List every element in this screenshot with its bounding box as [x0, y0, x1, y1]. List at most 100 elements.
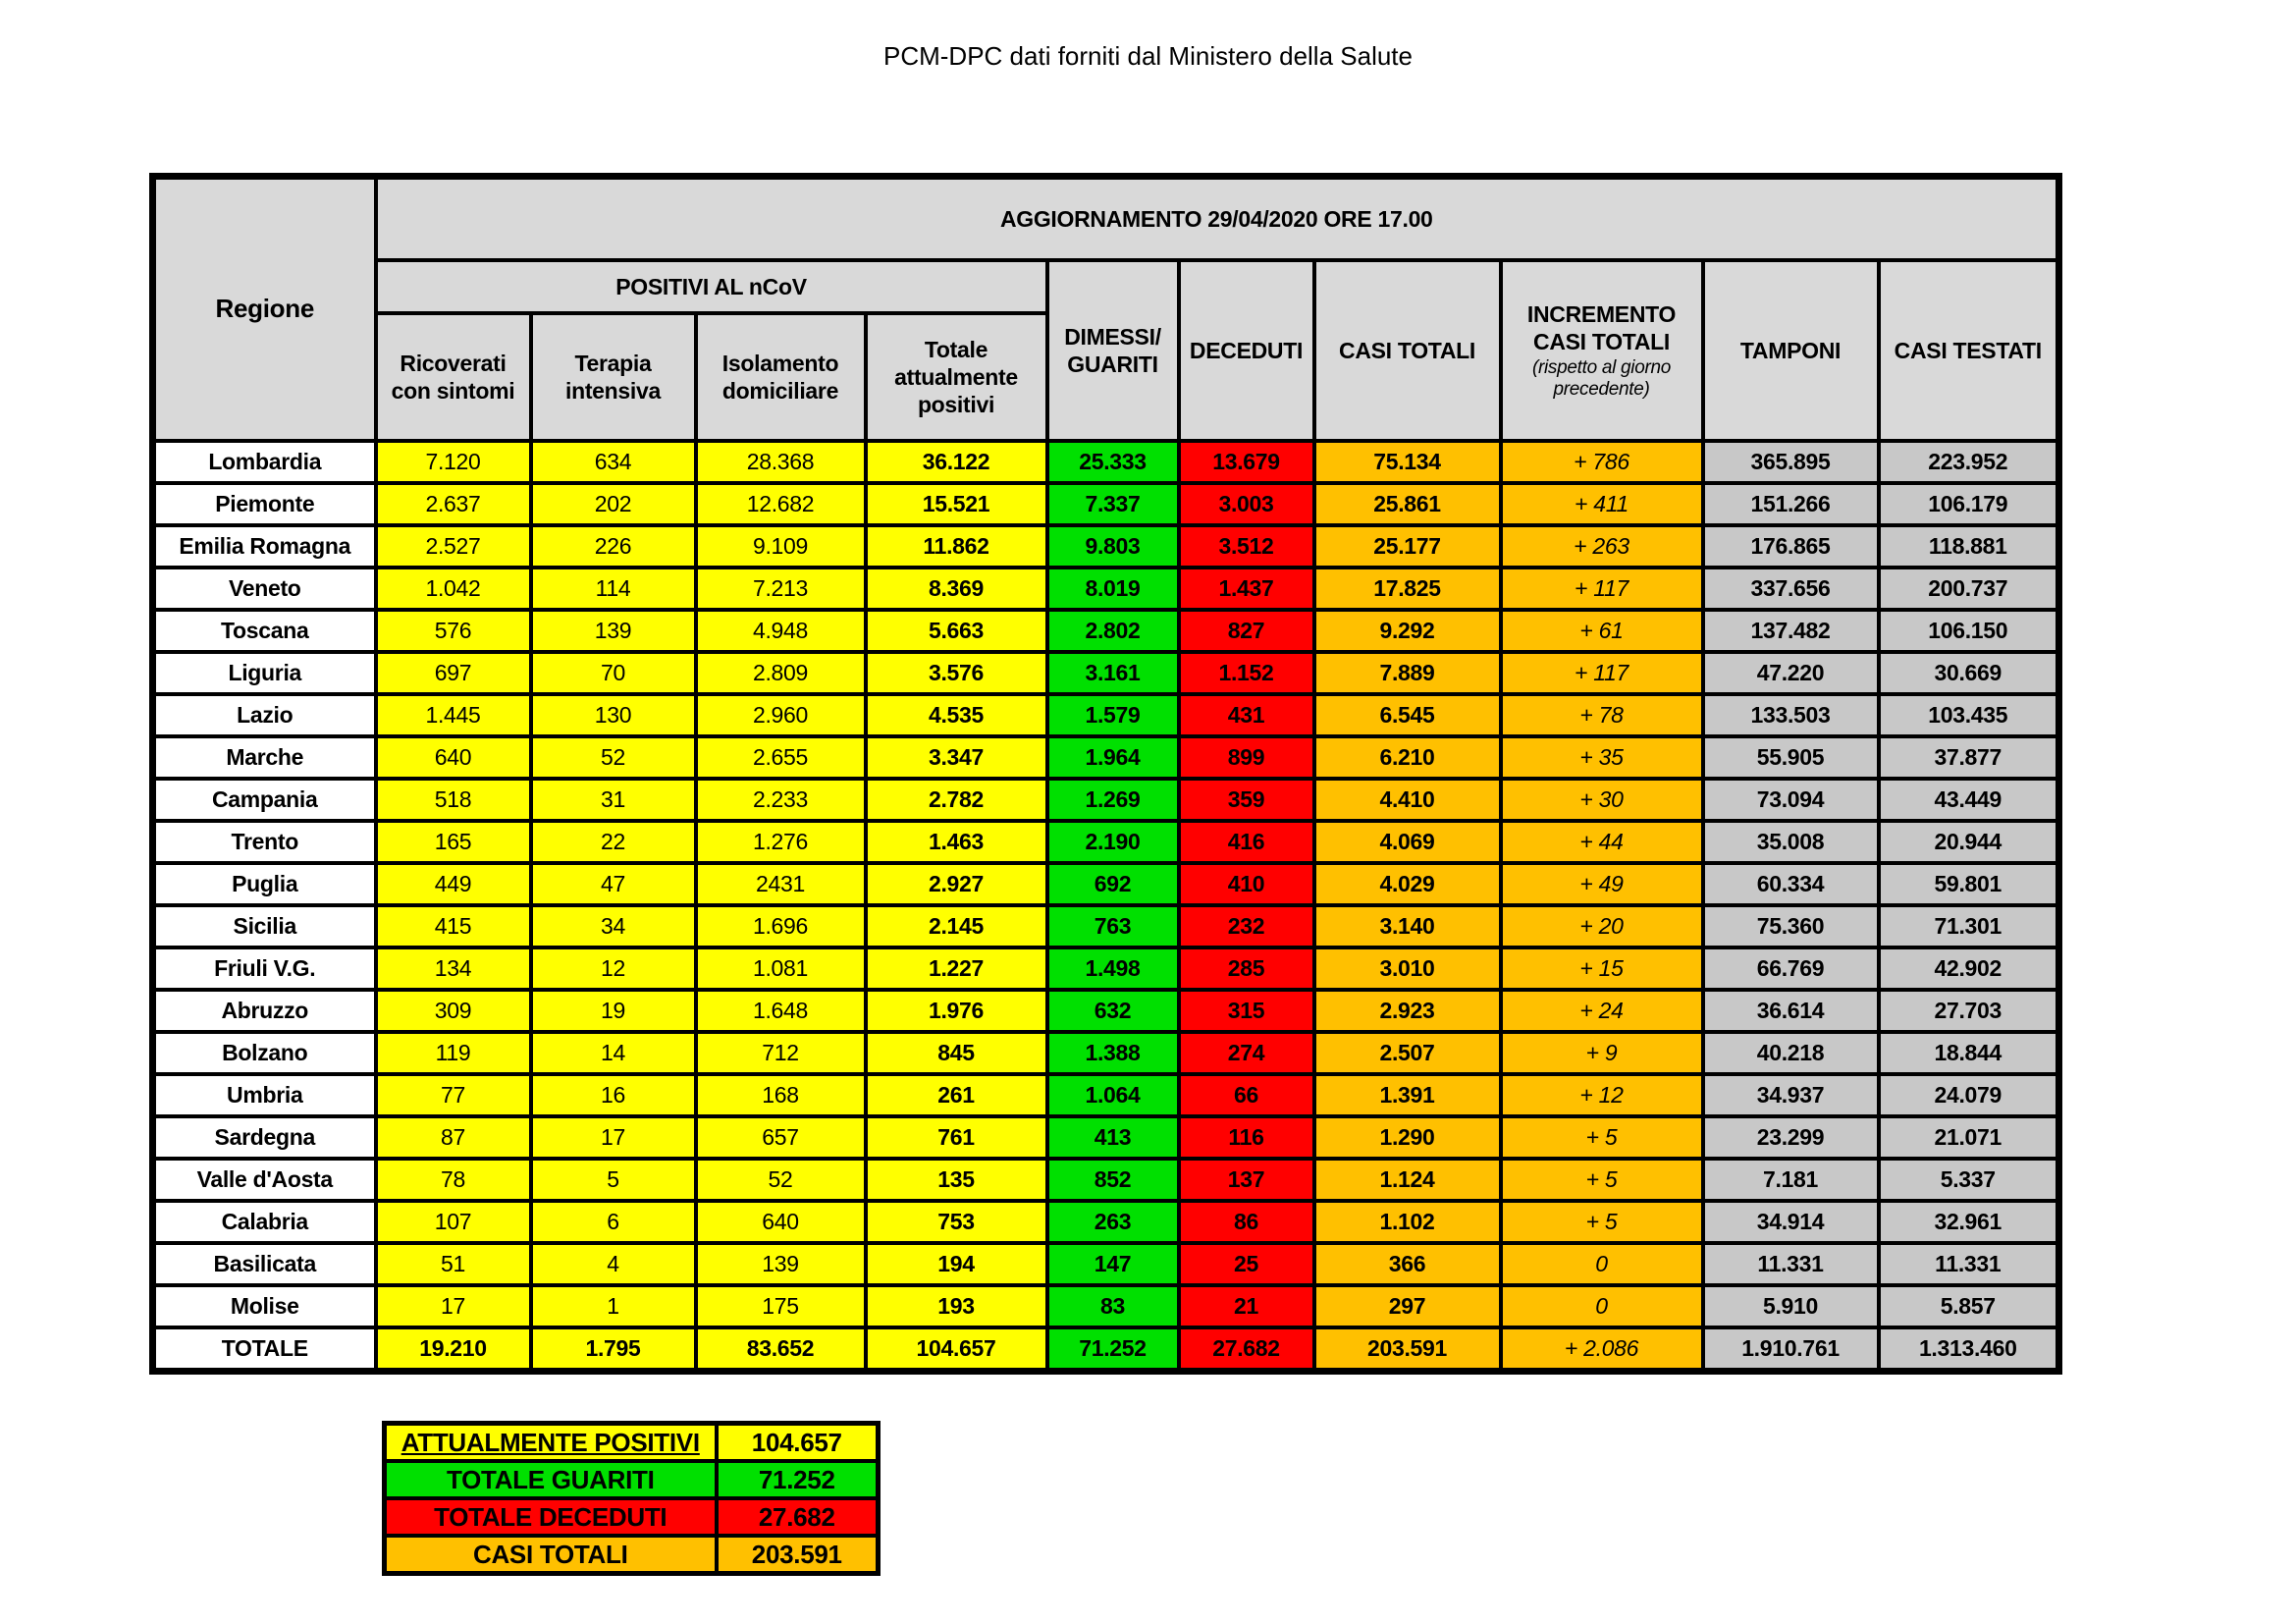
- dimessi-guariti-cell: 852: [1044, 1157, 1181, 1203]
- ricoverati-cell: 87: [373, 1114, 533, 1161]
- totale-positivi-cell: 193: [863, 1283, 1049, 1329]
- terapia-intensiva-cell: 31: [528, 777, 698, 823]
- isolamento-cell: 52: [693, 1157, 868, 1203]
- terapia-intensiva-cell: 4: [528, 1241, 698, 1287]
- casi-testati-cell: 106.150: [1876, 608, 2061, 654]
- summary-row: CASI TOTALI 203.591: [382, 1534, 881, 1576]
- incremento-cell: + 9: [1498, 1030, 1705, 1076]
- dimessi-guariti-cell: 147: [1044, 1241, 1181, 1287]
- totale-positivi-cell: 11.862: [863, 523, 1049, 569]
- region-cell: Molise: [150, 1283, 378, 1329]
- table-row: Lombardia 7.120 634 28.368 36.122 25.333 13.67…: [150, 439, 2061, 485]
- deceduti-cell: 431: [1176, 692, 1316, 738]
- dimessi-guariti-cell: 692: [1044, 861, 1181, 907]
- table-row: Veneto 1.042 114 7.213 8.369 8.019 1.437 17.825…: [150, 566, 2061, 612]
- ricoverati-cell: 1.042: [373, 566, 533, 612]
- summary-label: CASI TOTALI: [382, 1534, 719, 1576]
- casi-totali-cell: 1.124: [1311, 1157, 1503, 1203]
- table-row: Bolzano 119 14 712 845 1.388 274 2.507 + 9 40.218…: [150, 1030, 2061, 1076]
- casi-testati-cell: 118.881: [1876, 523, 2061, 569]
- table-row: Calabria 107 6 640 753 263 86 1.102 + 5 34.914 32.…: [150, 1199, 2061, 1245]
- header-deceduti: DECEDUTI: [1176, 258, 1316, 443]
- totale-positivi-cell: 135: [863, 1157, 1049, 1203]
- totale-positivi-cell: 3.347: [863, 734, 1049, 781]
- casi-testati-cell: 37.877: [1876, 734, 2061, 781]
- casi-testati-cell: 18.844: [1876, 1030, 2061, 1076]
- deceduti-cell: 315: [1176, 988, 1316, 1034]
- casi-testati-cell: 223.952: [1876, 439, 2061, 485]
- table-row: Puglia 449 47 2431 2.927 692 410 4.029 + 49 60.33…: [150, 861, 2061, 907]
- table-row: Marche 640 52 2.655 3.347 1.964 899 6.210 + 35 55…: [150, 734, 2061, 781]
- casi-testati-cell: 42.902: [1876, 946, 2061, 992]
- summary-row: TOTALE DECEDUTI 27.682: [382, 1496, 881, 1538]
- dimessi-guariti-cell: 763: [1044, 903, 1181, 949]
- terapia-intensiva-cell: 226: [528, 523, 698, 569]
- casi-testati-cell: 24.079: [1876, 1072, 2061, 1118]
- casi-testati-cell: 11.331: [1876, 1241, 2061, 1287]
- casi-totali-cell: 2.923: [1311, 988, 1503, 1034]
- region-cell: Puglia: [150, 861, 378, 907]
- casi-testati-cell: 5.337: [1876, 1157, 2061, 1203]
- tamponi-cell: 35.008: [1700, 819, 1881, 865]
- isolamento-cell: 2.233: [693, 777, 868, 823]
- header-ricoverati: Ricoverati con sintomi: [373, 311, 533, 443]
- totale-positivi-cell: 1.227: [863, 946, 1049, 992]
- dimessi-guariti-cell: 83: [1044, 1283, 1181, 1329]
- page-title: PCM-DPC dati forniti dal Ministero della…: [883, 41, 1413, 71]
- header-update-banner: AGGIORNAMENTO 29/04/2020 ORE 17.00: [373, 174, 2061, 262]
- terapia-intensiva-cell: 5: [528, 1157, 698, 1203]
- isolamento-cell: 12.682: [693, 481, 868, 527]
- totale-positivi-cell: 761: [863, 1114, 1049, 1161]
- dimessi-guariti-cell: 1.498: [1044, 946, 1181, 992]
- summary-value: 104.657: [714, 1421, 881, 1463]
- tamponi-cell: 23.299: [1700, 1114, 1881, 1161]
- region-cell: Umbria: [150, 1072, 378, 1118]
- terapia-intensiva-cell: 634: [528, 439, 698, 485]
- casi-totali-cell: 4.410: [1311, 777, 1503, 823]
- table-row: Sardegna 87 17 657 761 413 116 1.290 + 5 23.299 21…: [150, 1114, 2061, 1161]
- incremento-cell: + 61: [1498, 608, 1705, 654]
- casi-totali-cell: 2.507: [1311, 1030, 1503, 1076]
- ricoverati-cell: 518: [373, 777, 533, 823]
- summary-row: ATTUALMENTE POSITIVI 104.657: [382, 1421, 881, 1463]
- deceduti-cell: 1.437: [1176, 566, 1316, 612]
- ricoverati-cell: 107: [373, 1199, 533, 1245]
- incremento-cell: + 24: [1498, 988, 1705, 1034]
- tamponi-cell: 176.865: [1700, 523, 1881, 569]
- header-incremento-label: INCREMENTO CASI TOTALI: [1526, 301, 1677, 355]
- table-row: Piemonte 2.637 202 12.682 15.521 7.337 3.003 25…: [150, 481, 2061, 527]
- ricoverati-cell: 2.527: [373, 523, 533, 569]
- ricoverati-cell: 640: [373, 734, 533, 781]
- region-cell: Liguria: [150, 650, 378, 696]
- header-terapia-intensiva: Terapia intensiva: [528, 311, 698, 443]
- region-cell: Basilicata: [150, 1241, 378, 1287]
- header-totale-positivi: Totale attualmente positivi: [863, 311, 1049, 443]
- summary-body: ATTUALMENTE POSITIVI 104.657 TOTALE GUARIT…: [382, 1421, 881, 1576]
- isolamento-cell: 139: [693, 1241, 868, 1287]
- casi-testati-cell: 27.703: [1876, 988, 2061, 1034]
- region-cell: Trento: [150, 819, 378, 865]
- header-regione: Regione: [150, 174, 378, 443]
- terapia-intensiva-cell: 1: [528, 1283, 698, 1329]
- incremento-cell: + 15: [1498, 946, 1705, 992]
- summary-value: 203.591: [714, 1534, 881, 1576]
- terapia-intensiva-cell: 47: [528, 861, 698, 907]
- deceduti-cell: 116: [1176, 1114, 1316, 1161]
- casi-totali-cell: 1.391: [1311, 1072, 1503, 1118]
- table-header: Regione AGGIORNAMENTO 29/04/2020 ORE 17.…: [150, 174, 2061, 443]
- dimessi-guariti-cell: 1.388: [1044, 1030, 1181, 1076]
- region-cell: Bolzano: [150, 1030, 378, 1076]
- dimessi-guariti-cell: 7.337: [1044, 481, 1181, 527]
- tamponi-cell: 34.937: [1700, 1072, 1881, 1118]
- casi-testati-cell: 1.313.460: [1876, 1326, 2061, 1374]
- incremento-cell: + 35: [1498, 734, 1705, 781]
- incremento-cell: + 411: [1498, 481, 1705, 527]
- isolamento-cell: 2.960: [693, 692, 868, 738]
- dimessi-guariti-cell: 9.803: [1044, 523, 1181, 569]
- casi-totali-cell: 6.545: [1311, 692, 1503, 738]
- casi-totali-cell: 4.069: [1311, 819, 1503, 865]
- summary-value: 27.682: [714, 1496, 881, 1538]
- casi-testati-cell: 103.435: [1876, 692, 2061, 738]
- dimessi-guariti-cell: 8.019: [1044, 566, 1181, 612]
